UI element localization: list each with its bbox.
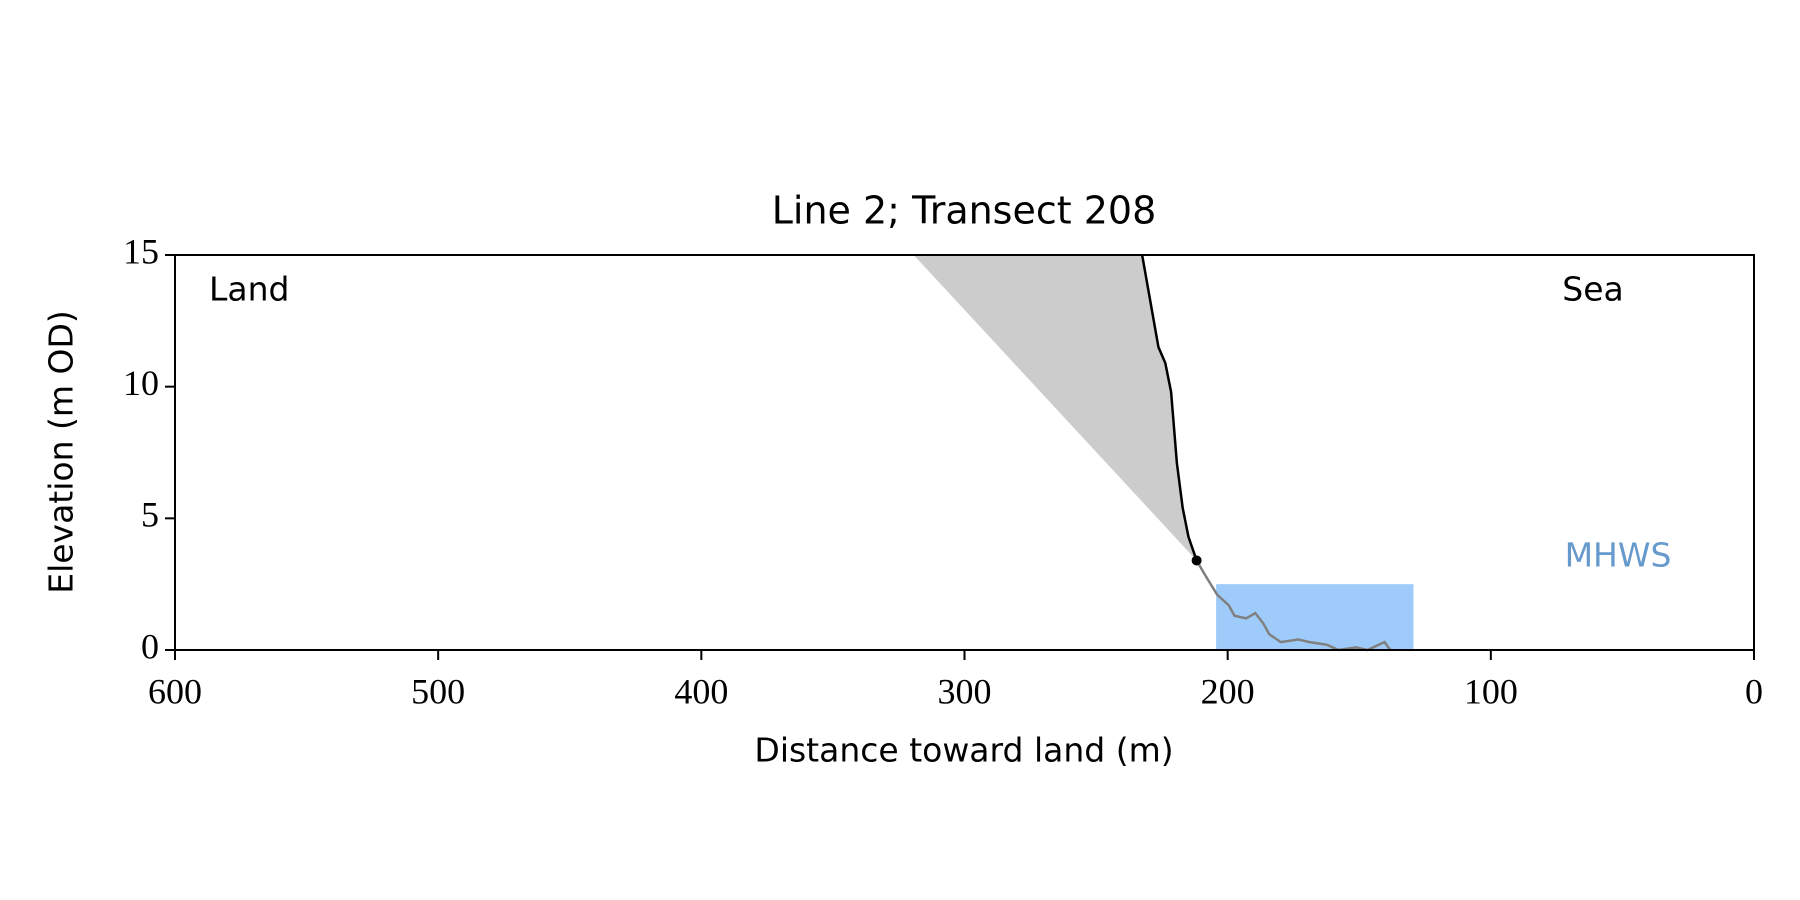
annotation: Land [209,270,289,309]
y-tick-label: 10 [123,363,159,403]
x-tick-label: 500 [411,671,465,711]
x-tick-label: 300 [938,671,992,711]
shaded-area [913,255,1197,561]
cliff-toe-point [1191,555,1202,566]
annotation: Sea [1562,270,1623,309]
y-tick-label: 0 [141,626,159,666]
x-tick-label: 0 [1745,671,1763,711]
x-tick-label: 100 [1464,671,1518,711]
profile-line [1140,254,1198,561]
y-tick-label: 5 [141,495,159,535]
x-tick-label: 400 [674,671,728,711]
profile-line [1195,559,1392,652]
plot-frame [174,254,1755,651]
chart-title: Line 2; Transect 208 [772,189,1157,233]
y-tick-label: 15 [123,231,159,271]
x-tick-label: 200 [1201,671,1255,711]
x-axis-label: Distance toward land (m) [754,731,1173,770]
mhws-label: MHWS [1565,536,1672,575]
x-tick-label: 600 [148,671,202,711]
y-axis-label: Elevation (m OD) [42,310,81,594]
